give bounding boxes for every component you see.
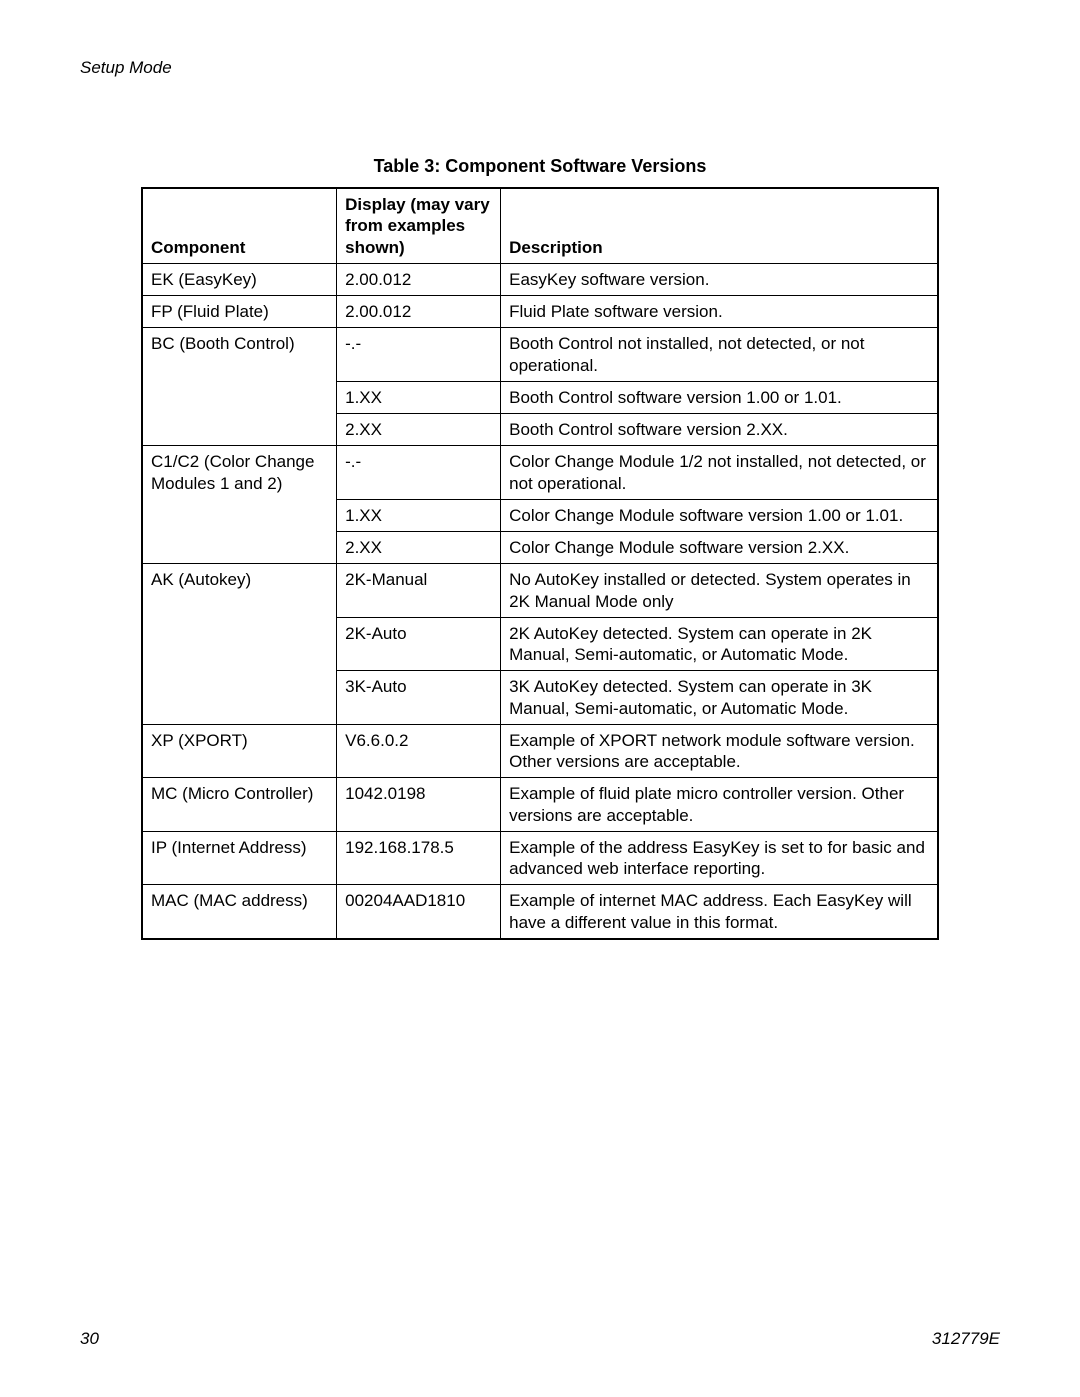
cell-display: 1042.0198 [337,778,501,832]
cell-display: 2.00.012 [337,263,501,295]
versions-table: Component Display (may vary from example… [141,187,939,940]
cell-component: XP (XPORT) [142,724,337,778]
cell-display: 2.XX [337,532,501,564]
cell-description: Example of fluid plate micro controller … [501,778,938,832]
cell-description: Booth Control not installed, not detecte… [501,328,938,382]
cell-component: IP (Internet Address) [142,831,337,885]
cell-description: Example of XPORT network module software… [501,724,938,778]
cell-description: 3K AutoKey detected. System can operate … [501,671,938,725]
cell-component: MC (Micro Controller) [142,778,337,832]
cell-description: Example of the address EasyKey is set to… [501,831,938,885]
cell-display: 2.00.012 [337,296,501,328]
cell-display: 00204AAD1810 [337,885,501,939]
cell-description: Fluid Plate software version. [501,296,938,328]
doc-id: 312779E [932,1329,1000,1349]
table-row: XP (XPORT)V6.6.0.2Example of XPORT netwo… [142,724,938,778]
table-head: Component Display (may vary from example… [142,188,938,263]
cell-description: Booth Control software version 2.XX. [501,414,938,446]
cell-component: EK (EasyKey) [142,263,337,295]
page-footer: 30 312779E [80,1329,1000,1349]
page-number: 30 [80,1329,99,1349]
page: Setup Mode Table 3: Component Software V… [0,0,1080,1397]
cell-description: 2K AutoKey detected. System can operate … [501,617,938,671]
cell-display: 1.XX [337,499,501,531]
cell-display: 1.XX [337,381,501,413]
cell-description: Example of internet MAC address. Each Ea… [501,885,938,939]
cell-display: -.- [337,446,501,500]
cell-component: C1/C2 (Color Change Modules 1 and 2) [142,446,337,564]
table-row: EK (EasyKey)2.00.012EasyKey software ver… [142,263,938,295]
table-caption: Table 3: Component Software Versions [80,156,1000,177]
cell-description: Color Change Module 1/2 not installed, n… [501,446,938,500]
cell-description: EasyKey software version. [501,263,938,295]
cell-description: No AutoKey installed or detected. System… [501,564,938,618]
table-row: C1/C2 (Color Change Modules 1 and 2)-.-C… [142,446,938,500]
table-row: FP (Fluid Plate)2.00.012Fluid Plate soft… [142,296,938,328]
cell-display: -.- [337,328,501,382]
table-row: BC (Booth Control)-.-Booth Control not i… [142,328,938,382]
cell-component: FP (Fluid Plate) [142,296,337,328]
table-row: AK (Autokey)2K-ManualNo AutoKey installe… [142,564,938,618]
cell-display: V6.6.0.2 [337,724,501,778]
table-row: MAC (MAC address)00204AAD1810Example of … [142,885,938,939]
page-header: Setup Mode [80,58,1000,78]
cell-description: Color Change Module software version 1.0… [501,499,938,531]
col-header-description: Description [501,188,938,263]
cell-description: Color Change Module software version 2.X… [501,532,938,564]
col-header-display: Display (may vary from examples shown) [337,188,501,263]
cell-display: 2.XX [337,414,501,446]
cell-display: 3K-Auto [337,671,501,725]
cell-display: 2K-Manual [337,564,501,618]
table-header-row: Component Display (may vary from example… [142,188,938,263]
table-row: IP (Internet Address)192.168.178.5Exampl… [142,831,938,885]
cell-display: 2K-Auto [337,617,501,671]
cell-component: BC (Booth Control) [142,328,337,446]
cell-component: MAC (MAC address) [142,885,337,939]
cell-description: Booth Control software version 1.00 or 1… [501,381,938,413]
table-body: EK (EasyKey)2.00.012EasyKey software ver… [142,263,938,939]
cell-display: 192.168.178.5 [337,831,501,885]
col-header-component: Component [142,188,337,263]
table-row: MC (Micro Controller)1042.0198Example of… [142,778,938,832]
cell-component: AK (Autokey) [142,564,337,725]
